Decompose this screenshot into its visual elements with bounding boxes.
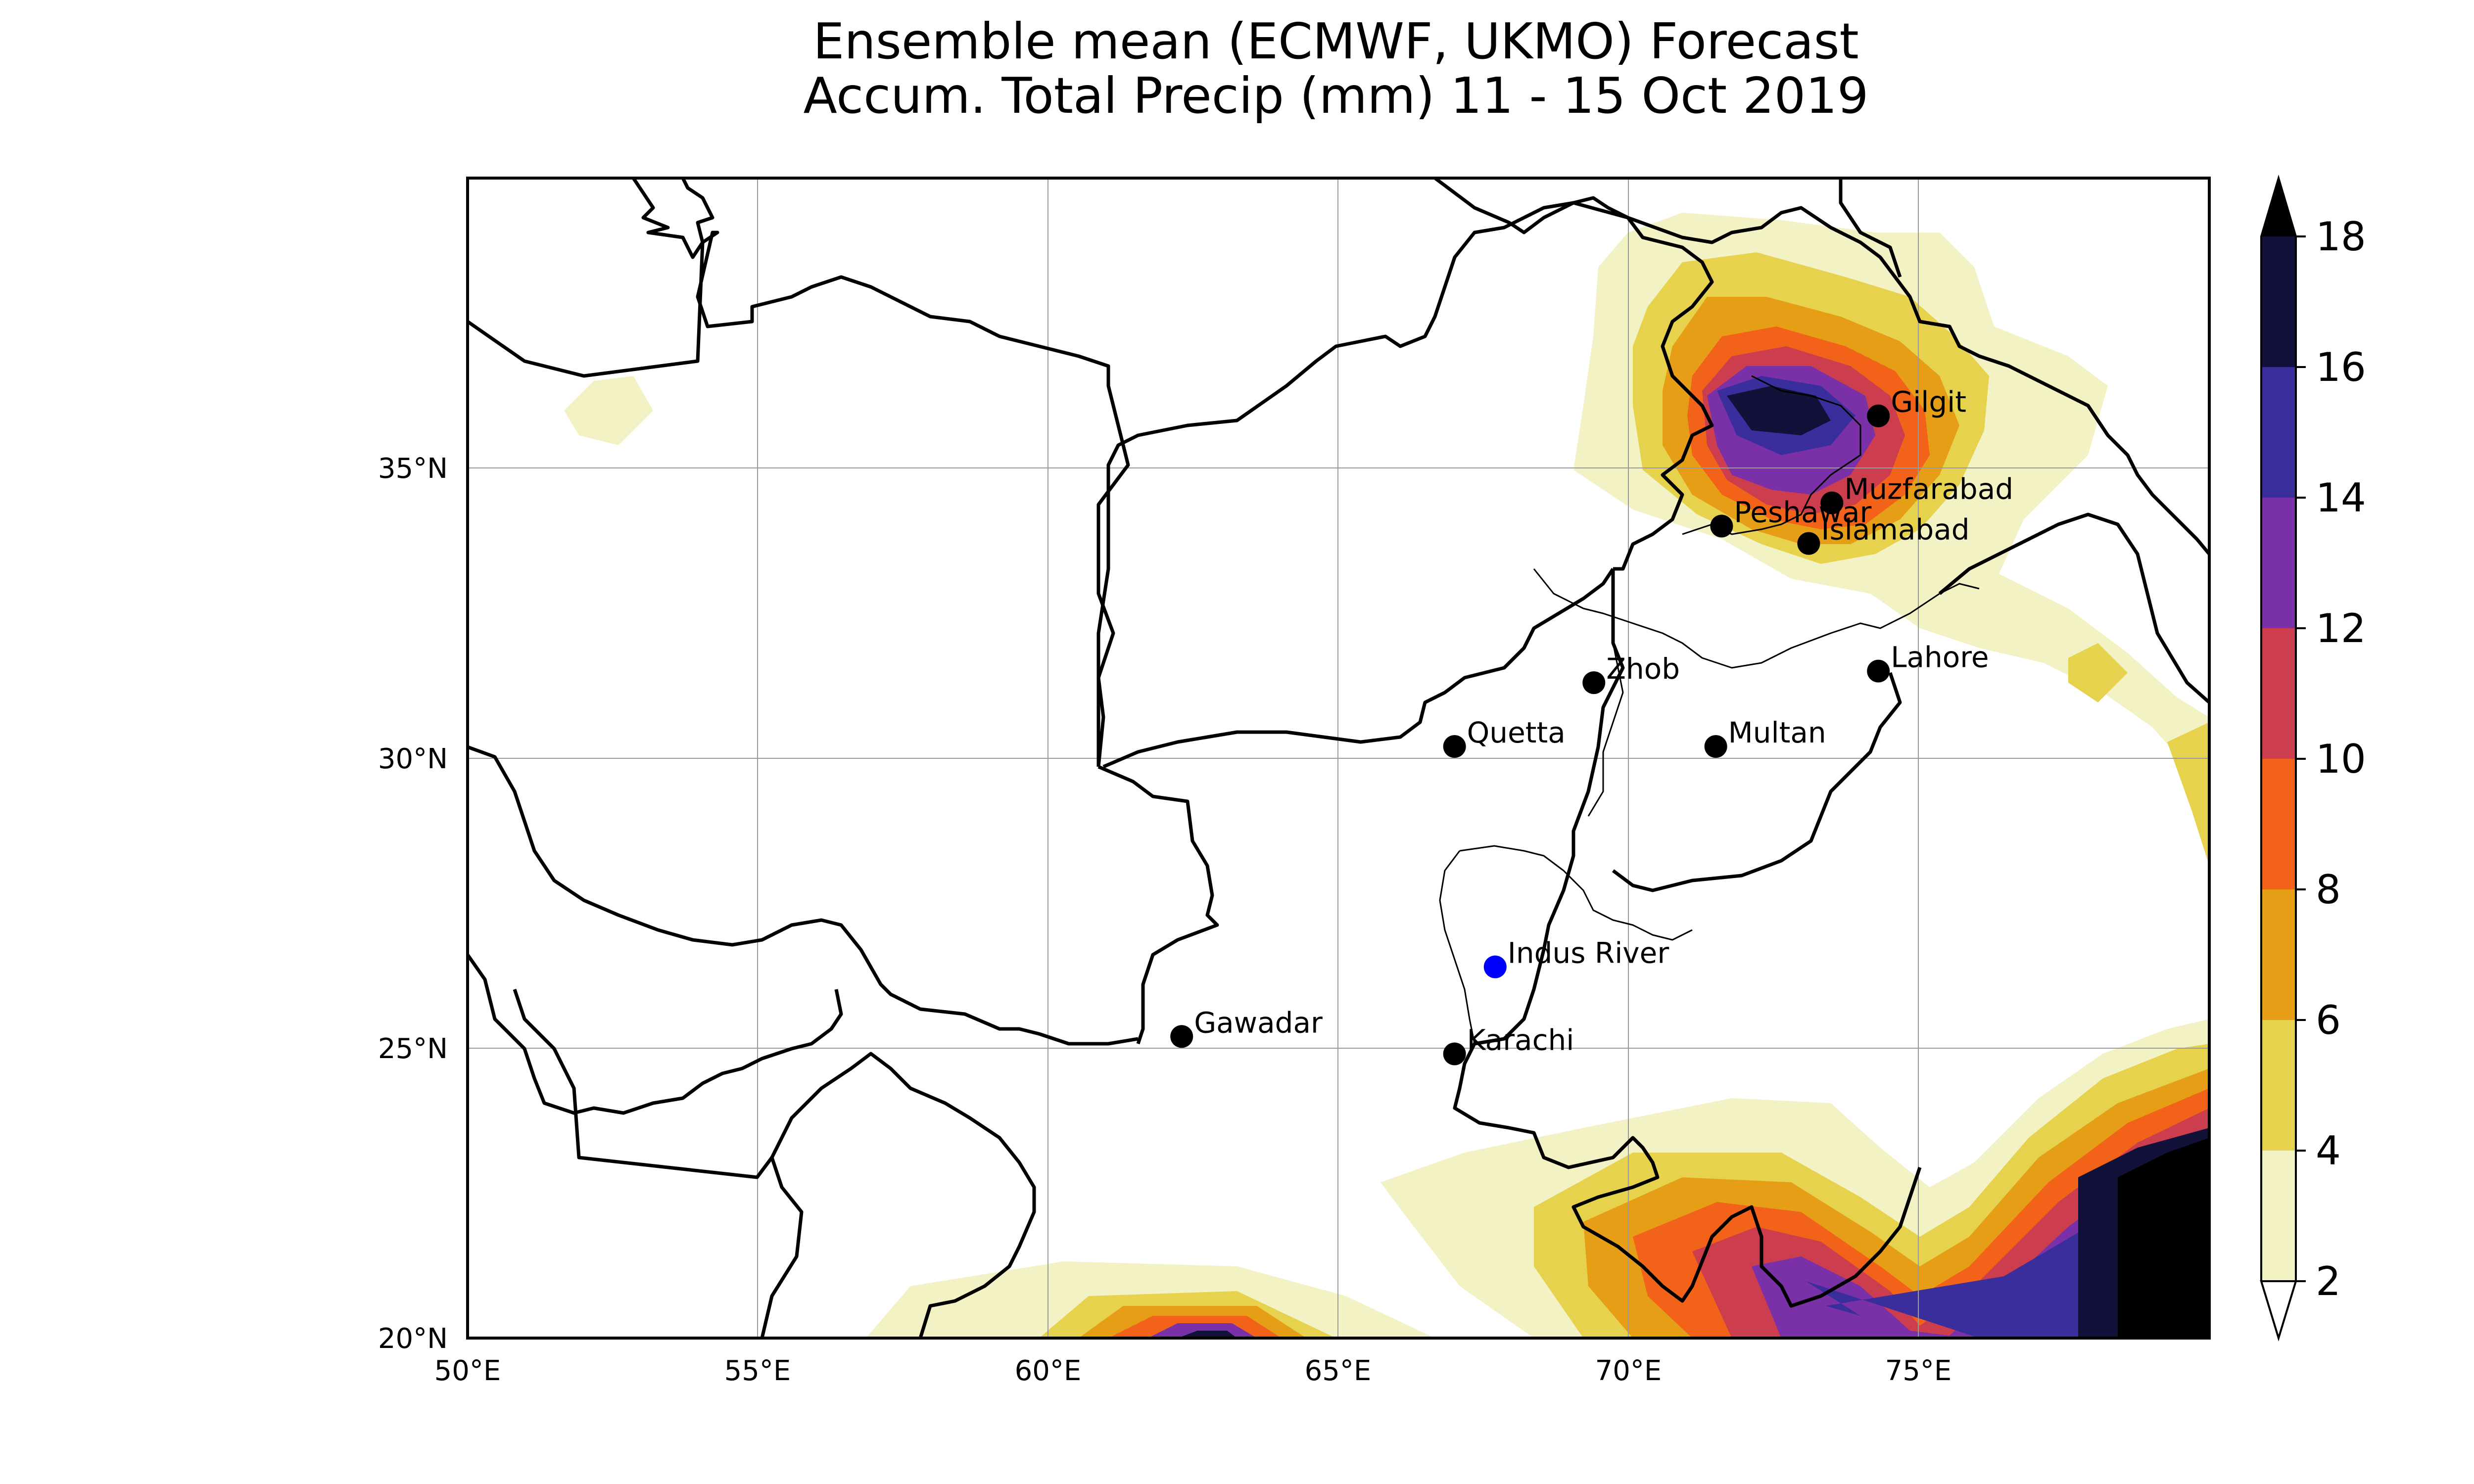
arabia-north-coast [468,953,843,1115]
marker-zhob [1582,671,1606,695]
label-gilgit: Gilgit [1891,385,1966,419]
marker-gilgit [1867,404,1890,427]
iran-south-coast [468,745,1139,1046]
lat-tick-label: 30°N [378,743,448,775]
india-pakistan-border [1453,569,1922,1308]
colorbar-outline [2260,174,2297,1281]
afghanistan-border-north [1096,196,1714,767]
label-peshawar: Peshawar [1734,496,1871,529]
lat-tick-label: 35°N [378,453,448,485]
label-indus-river: Indus River [1508,936,1669,970]
afghanistan-pakistan-border-south [1102,568,1615,769]
oman-coast [770,1052,1036,1338]
northern-border [1433,178,2030,378]
precip-band-16-18 [1727,386,1831,435]
marker-karachi [1443,1042,1466,1066]
title-line-1: Ensemble mean (ECMWF, UKMO) Forecast [813,12,1859,70]
province-border-kpk [1533,568,1980,669]
lon-tick-label: 50°E [434,1355,501,1387]
lon-tick-label: 60°E [1015,1355,1082,1387]
marker-quetta [1443,735,1466,758]
colorbar-extend-min [2260,1280,2297,1342]
marker-multan [1704,735,1727,758]
lat-tick-labels: 20°N 25°N 30°N 35°N [378,453,448,1355]
province-border-gilgit [1682,375,1861,535]
marker-muzfarabad [1820,491,1844,514]
colorbar-segment-12-14 [2261,498,2296,628]
precip-field [564,213,2209,1338]
colorbar-segment-6-8 [2261,889,2296,1020]
precip-band-over-18 [2118,1138,2209,1338]
label-islamabad: Islamabad [1821,513,1969,547]
colorbar-tick-label: 14 [2316,475,2366,521]
lon-tick-label: 55°E [724,1355,791,1387]
colorbar-segment-14-16 [2261,367,2296,498]
colorbar-segment-16-18 [2261,236,2296,367]
label-karachi: Karachi [1467,1023,1574,1057]
marker-indus-river [1483,955,1507,978]
label-quetta: Quetta [1467,716,1566,749]
label-multan: Multan [1728,716,1826,749]
precip-band-16-18 [1178,1331,1237,1338]
province-border-punjab-balochistan [1587,643,1624,817]
colorbar-extend-max [2261,178,2296,236]
province-border-sindh-north [1459,845,1693,941]
precip-band-2-4 [564,376,653,445]
marker-peshawar [1710,514,1733,538]
lon-tick-label: 70°E [1595,1355,1662,1387]
colorbar-tick-label: 18 [2316,214,2366,260]
label-muzfarabad: Muzfarabad [1844,472,2013,506]
marker-islamabad [1797,532,1820,555]
colorbar-tick-label: 10 [2316,736,2366,782]
colorbar-segment-2-4 [2261,1151,2296,1281]
colorbar-segment-8-10 [2261,759,2296,889]
lon-tick-label: 65°E [1305,1355,1372,1387]
label-gawadar: Gawadar [1194,1006,1323,1039]
colorbar-segment-4-6 [2261,1020,2296,1151]
map-frame [466,177,2211,1340]
colorbar-segment-10-12 [2261,628,2296,759]
precip-band-4-6 [2068,643,2128,702]
colorbar-tick-label: 4 [2316,1128,2341,1174]
label-zhob: Zhob [1606,652,1680,686]
lat-tick-label: 20°N [378,1323,448,1355]
iran-pakistan-border [1097,765,1219,1045]
marker-gawadar [1170,1025,1193,1048]
colorbar-tick-label: 16 [2316,344,2366,390]
title-line-2: Accum. Total Precip (mm) 11 - 15 Oct 201… [803,67,1868,125]
colorbar-tick-label: 6 [2316,997,2341,1043]
colorbar: 2 4 6 8 10 12 14 16 18 [2260,174,2366,1342]
graticule [468,178,2209,1338]
colorbar-tick-label: 8 [2316,867,2341,913]
province-border-sindh-west [1439,850,1475,1044]
colorbar-tick-label: 12 [2316,605,2366,651]
oman-border [513,988,804,1338]
china-border-north [1839,178,1902,278]
lon-tick-label: 75°E [1885,1355,1952,1387]
iran-north-border [468,231,1130,767]
india-north-border [1938,512,2209,704]
lat-tick-label: 25°N [378,1033,448,1065]
china-india-border [2028,374,2209,556]
india-pakistan-border-punjab [1612,672,1902,892]
colorbar-tick-label: 2 [2316,1258,2341,1304]
country-borders [468,178,2209,1338]
label-lahore: Lahore [1891,641,1989,674]
caspian-coast [632,178,714,259]
lon-tick-labels: 50°E 55°E 60°E 65°E 70°E 75°E [434,1355,1952,1387]
marker-lahore [1867,659,1890,683]
